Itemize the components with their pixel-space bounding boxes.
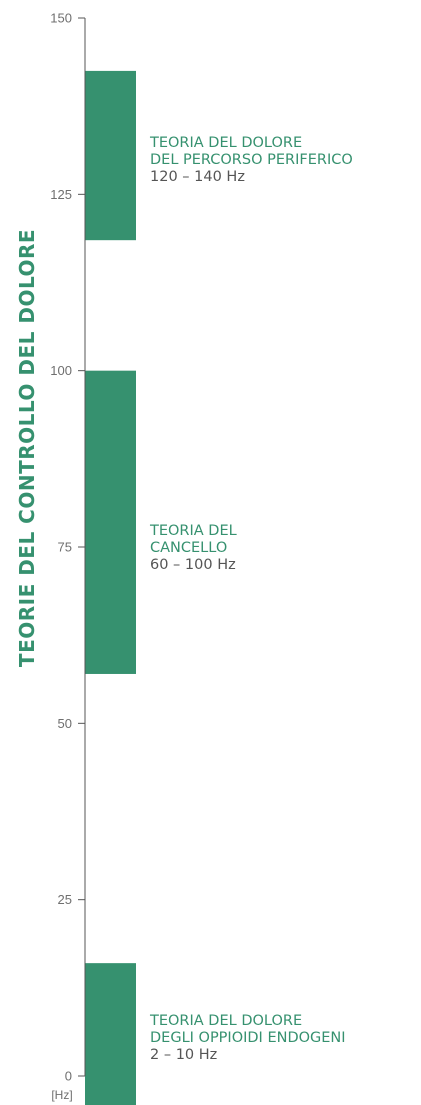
y-tick-label: 50 [58, 716, 72, 731]
range-frequency-label: 2 – 10 Hz [150, 1047, 217, 1063]
range-label: DEGLI OPPIOIDI ENDOGENI [150, 1030, 346, 1046]
range-label: CANCELLO [150, 540, 227, 556]
y-axis-ticks: 0 25 50 75 100 125 150 [50, 11, 85, 1084]
range-label: TEORIA DEL [149, 523, 237, 539]
range-bar [85, 370, 136, 674]
y-tick-label: 100 [50, 363, 72, 378]
y-tick-label: 125 [50, 187, 72, 202]
range-bar [85, 70, 136, 241]
range-label: DEL PERCORSO PERIFERICO [150, 152, 353, 168]
range-bar [85, 963, 136, 1105]
chart-title: TEORIE DEL CONTROLLO DEL DOLORE [15, 229, 39, 667]
range-bars [85, 70, 136, 1105]
y-tick-label: 150 [50, 11, 72, 26]
range-frequency-label: 120 – 140 Hz [150, 169, 245, 185]
range-frequency-label: 60 – 100 Hz [150, 557, 236, 573]
y-tick-label: 75 [58, 540, 72, 555]
y-tick-label: 25 [58, 892, 72, 907]
y-tick-label: 0 [65, 1069, 72, 1084]
range-label: TEORIA DEL DOLORE [149, 1013, 302, 1029]
range-label: TEORIA DEL DOLORE [149, 135, 302, 151]
y-axis-unit-label: [Hz] [51, 1088, 72, 1102]
